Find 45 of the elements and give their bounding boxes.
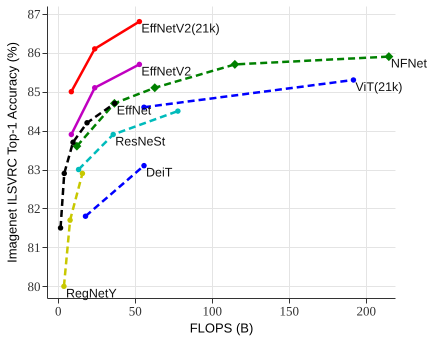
x-tick-label: 150 xyxy=(280,304,299,318)
point xyxy=(80,170,86,176)
point xyxy=(70,140,76,145)
y-tick-label: 81 xyxy=(28,240,40,255)
point xyxy=(230,60,240,69)
point xyxy=(110,132,116,138)
annotation: EffNetV2 xyxy=(141,64,192,78)
annotation: ViT(21k) xyxy=(355,80,402,94)
y-tick-label: 85 xyxy=(28,84,40,100)
x-tick-label: 200 xyxy=(356,304,376,318)
point xyxy=(92,46,98,52)
y-tick-label: 84 xyxy=(28,123,41,138)
annotation: ResNeSt xyxy=(115,134,166,148)
point xyxy=(136,62,142,68)
annotation: EffNetV2(21k) xyxy=(141,22,220,36)
annotation: RegNetY xyxy=(66,286,118,300)
y-axis-title: Imagenet ILSVRC Top-1 Accuracy (%) xyxy=(4,42,20,263)
point xyxy=(350,77,356,83)
point xyxy=(84,120,90,126)
point xyxy=(141,162,147,168)
point xyxy=(67,217,73,223)
point xyxy=(61,284,67,290)
y-tick-label: 80 xyxy=(28,278,40,294)
point xyxy=(68,88,74,94)
y-tick-label: 82 xyxy=(28,200,40,216)
annotation: NFNet xyxy=(390,56,428,71)
point xyxy=(68,132,74,138)
point xyxy=(72,142,82,151)
y-tick-label: 86 xyxy=(28,45,41,60)
y-tick-label: 83 xyxy=(28,162,40,178)
point xyxy=(58,225,64,231)
y-tick-label: 87 xyxy=(28,6,41,22)
point xyxy=(150,83,160,92)
x-tick-label: 100 xyxy=(202,304,222,318)
point xyxy=(82,214,88,219)
x-tick-label: 0 xyxy=(55,304,62,318)
annotation: DeiT xyxy=(146,166,173,180)
annotation: EffNet xyxy=(116,103,152,118)
point xyxy=(136,18,142,24)
point xyxy=(92,85,98,90)
point xyxy=(76,166,82,172)
x-axis-title: FLOPS (B) xyxy=(190,320,254,336)
x-tick-label: 50 xyxy=(128,304,142,318)
point xyxy=(62,170,67,176)
point xyxy=(175,108,181,114)
